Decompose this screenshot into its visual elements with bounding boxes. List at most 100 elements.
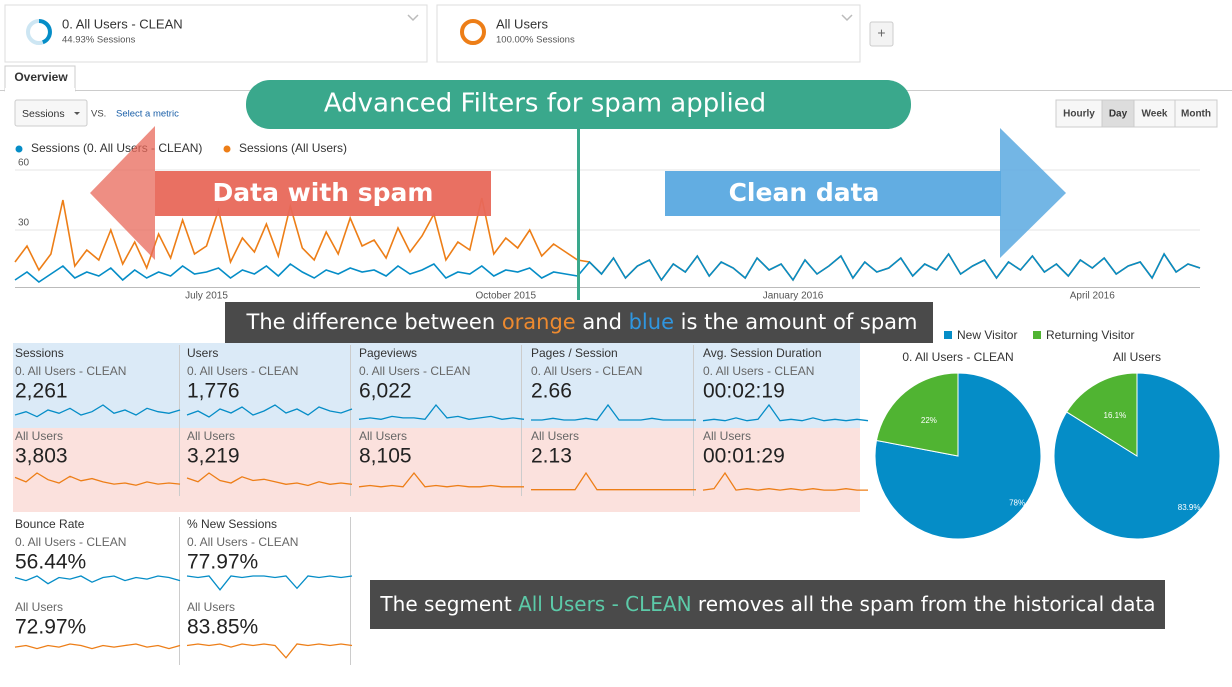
chevron[interactable] bbox=[841, 14, 853, 22]
chevron[interactable] bbox=[407, 14, 419, 22]
tab-mask bbox=[5, 88, 75, 92]
all-band bbox=[13, 428, 860, 512]
dropdown-arrow bbox=[74, 112, 80, 115]
segment-label: 0. All Users - CLEAN bbox=[187, 364, 298, 378]
metric-dropdown-label: Sessions bbox=[22, 108, 65, 120]
pie-slice bbox=[1065, 372, 1138, 457]
metric-name: Bounce Rate bbox=[15, 517, 85, 531]
note-part: and bbox=[576, 310, 629, 334]
segment-name: All Users bbox=[496, 16, 549, 31]
segment-label: 0. All Users - CLEAN bbox=[531, 364, 642, 378]
note-part: removes all the spam from the historical… bbox=[692, 592, 1156, 616]
granularity-label: Hourly bbox=[1063, 109, 1095, 120]
segment-label: All Users bbox=[703, 429, 751, 443]
segment-share: 44.93% Sessions bbox=[62, 35, 136, 46]
granularity-label: Day bbox=[1109, 109, 1128, 120]
legend-label: Sessions (0. All Users - CLEAN) bbox=[31, 141, 202, 155]
arrow-head bbox=[90, 126, 155, 260]
segment-label: All Users bbox=[15, 600, 63, 614]
metric-value: 00:01:29 bbox=[703, 445, 785, 468]
clean-band bbox=[13, 343, 860, 428]
metric-name: Pageviews bbox=[359, 346, 417, 360]
legend-marker bbox=[1033, 331, 1041, 339]
metric-value: 72.97% bbox=[15, 616, 86, 639]
metric-name: Sessions bbox=[15, 346, 64, 360]
tab[interactable] bbox=[4, 65, 76, 92]
metric-value: 56.44% bbox=[15, 551, 86, 574]
metric-value: 83.85% bbox=[187, 616, 258, 639]
metric-value: 00:02:19 bbox=[703, 380, 785, 403]
segment-label: All Users bbox=[15, 429, 63, 443]
sparkline bbox=[14, 472, 181, 486]
legend-marker bbox=[15, 145, 23, 153]
granularity-button[interactable] bbox=[1174, 99, 1218, 128]
sparkline bbox=[531, 471, 696, 491]
pie-label: 22% bbox=[921, 416, 937, 425]
vs-label: VS. bbox=[91, 109, 106, 120]
note-blue: blue bbox=[629, 310, 674, 334]
x-tick-label: January 2016 bbox=[763, 291, 824, 302]
legend-label: New Visitor bbox=[957, 328, 1017, 342]
metric-value: 3,803 bbox=[15, 445, 68, 468]
arrow-body bbox=[665, 171, 1001, 216]
segment-icon-arc bbox=[38, 19, 52, 45]
segment-label: 0. All Users - CLEAN bbox=[187, 535, 298, 549]
note-orange: orange bbox=[502, 310, 576, 334]
x-tick-label: October 2015 bbox=[475, 291, 536, 302]
difference-note: The difference between orange and blue i… bbox=[246, 310, 918, 334]
sparkline bbox=[531, 403, 696, 421]
x-tick-label: July 2015 bbox=[185, 291, 228, 302]
segment-label: 0. All Users - CLEAN bbox=[703, 364, 814, 378]
note-box bbox=[225, 302, 933, 343]
note-box bbox=[370, 580, 1165, 629]
banner bbox=[246, 80, 911, 129]
legend-label: Sessions (All Users) bbox=[239, 141, 347, 155]
metric-dropdown[interactable] bbox=[14, 99, 88, 127]
segment-box[interactable] bbox=[4, 4, 428, 63]
segment-label: All Users bbox=[187, 429, 235, 443]
arrow-body bbox=[155, 171, 491, 216]
metric-name: Avg. Session Duration bbox=[703, 346, 822, 360]
sparkline bbox=[14, 643, 181, 650]
granularity-label: Month bbox=[1181, 109, 1211, 120]
sparkline bbox=[702, 403, 869, 422]
sparkline bbox=[186, 575, 353, 591]
metric-value: 6,022 bbox=[359, 380, 412, 403]
arrow-head bbox=[1000, 128, 1066, 258]
sparkline bbox=[14, 404, 181, 418]
y-tick-label: 30 bbox=[18, 218, 30, 229]
metric-name: % New Sessions bbox=[187, 517, 277, 531]
metric-name: Pages / Session bbox=[531, 346, 618, 360]
series-line bbox=[14, 252, 1201, 283]
select-metric-link[interactable]: Select a metric bbox=[116, 109, 179, 120]
metric-value: 3,219 bbox=[187, 445, 240, 468]
pie-label: 78% bbox=[1009, 498, 1025, 507]
pie-slice bbox=[1053, 372, 1221, 540]
pie-title: All Users bbox=[1113, 350, 1161, 364]
segment-label: All Users bbox=[187, 600, 235, 614]
content: 0. All Users - CLEAN 44.93% Sessions All… bbox=[0, 4, 1232, 665]
metric-value: 2,261 bbox=[15, 380, 68, 403]
note-part: The segment bbox=[379, 592, 518, 616]
sparkline bbox=[14, 575, 181, 585]
sparkline bbox=[186, 643, 353, 659]
legend-label: Returning Visitor bbox=[1046, 328, 1135, 342]
segment-box[interactable] bbox=[436, 4, 861, 63]
granularity-label: Week bbox=[1142, 109, 1168, 120]
segment-label: All Users bbox=[359, 429, 407, 443]
sparkline bbox=[358, 403, 525, 420]
note-part: is the amount of spam bbox=[674, 310, 917, 334]
x-tick-label: April 2016 bbox=[1070, 291, 1115, 302]
metric-value: 1,776 bbox=[187, 380, 240, 403]
pie-label: 16.1% bbox=[1104, 411, 1127, 420]
sparkline bbox=[702, 471, 868, 491]
sparkline bbox=[186, 404, 353, 418]
legend-marker bbox=[223, 145, 231, 153]
granularity-button[interactable] bbox=[1101, 99, 1135, 128]
arrow-text: Clean data bbox=[729, 178, 880, 207]
metric-value: 8,105 bbox=[359, 445, 412, 468]
granularity-button[interactable] bbox=[1055, 99, 1103, 128]
add-segment-button[interactable] bbox=[869, 21, 894, 47]
metric-value: 2.66 bbox=[531, 380, 572, 403]
